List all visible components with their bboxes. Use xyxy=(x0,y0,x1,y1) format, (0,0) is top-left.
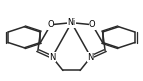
Text: O: O xyxy=(89,20,96,29)
Text: N: N xyxy=(88,53,94,62)
Text: O: O xyxy=(47,20,54,29)
Text: N: N xyxy=(49,53,55,62)
Text: Ni: Ni xyxy=(67,18,76,27)
